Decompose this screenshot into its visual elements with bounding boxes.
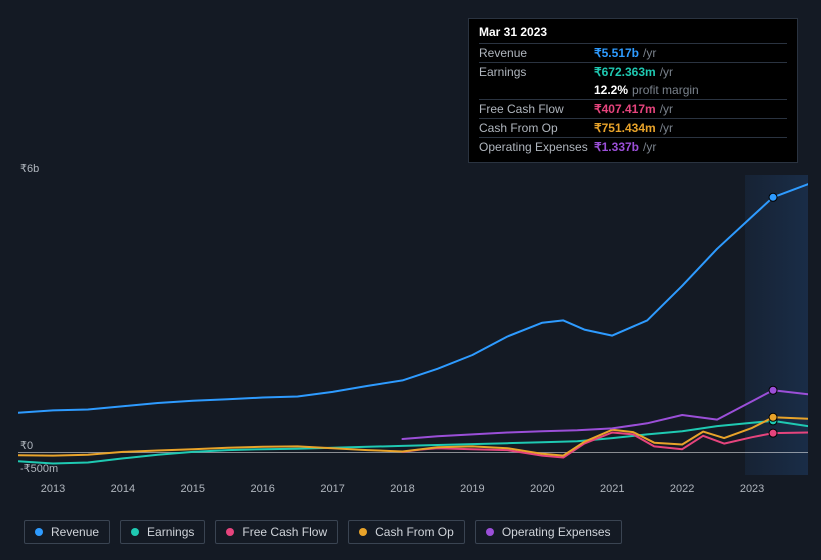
series-marker[interactable] xyxy=(769,193,777,201)
legend-item[interactable]: Operating Expenses xyxy=(475,520,622,544)
legend-item[interactable]: Revenue xyxy=(24,520,110,544)
tooltip-value: 12.2%profit margin xyxy=(594,83,699,97)
legend-dot xyxy=(226,528,234,536)
tooltip-label: Free Cash Flow xyxy=(479,102,594,116)
tooltip-label xyxy=(479,83,594,97)
legend-label: Free Cash Flow xyxy=(242,525,327,539)
chart-tooltip: Mar 31 2023 Revenue₹5.517b/yrEarnings₹67… xyxy=(468,18,798,163)
legend-dot xyxy=(35,528,43,536)
tooltip-rows: Revenue₹5.517b/yrEarnings₹672.363m/yr12.… xyxy=(479,43,787,156)
series-line[interactable] xyxy=(18,184,808,413)
x-axis-label: 2013 xyxy=(41,483,65,495)
tooltip-row: Operating Expenses₹1.337b/yr xyxy=(479,137,787,156)
tooltip-value: ₹1.337b/yr xyxy=(594,140,656,154)
legend-label: Cash From Op xyxy=(375,525,454,539)
legend: Revenue Earnings Free Cash Flow Cash From O… xyxy=(24,520,622,544)
tooltip-row: Earnings₹672.363m/yr xyxy=(479,62,787,81)
legend-dot xyxy=(131,528,139,536)
x-axis-label: 2021 xyxy=(600,483,624,495)
legend-label: Operating Expenses xyxy=(502,525,611,539)
tooltip-label: Operating Expenses xyxy=(479,140,594,154)
tooltip-value: ₹751.434m/yr xyxy=(594,121,673,135)
line-chart-svg[interactable] xyxy=(18,175,808,475)
legend-label: Earnings xyxy=(147,525,194,539)
legend-item[interactable]: Earnings xyxy=(120,520,205,544)
legend-dot xyxy=(486,528,494,536)
tooltip-value: ₹672.363m/yr xyxy=(594,65,673,79)
series-marker[interactable] xyxy=(769,429,777,437)
tooltip-row: Cash From Op₹751.434m/yr xyxy=(479,118,787,137)
tooltip-label: Earnings xyxy=(479,65,594,79)
tooltip-row: Revenue₹5.517b/yr xyxy=(479,43,787,62)
series-marker[interactable] xyxy=(769,413,777,421)
legend-label: Revenue xyxy=(51,525,99,539)
x-axis-label: 2019 xyxy=(460,483,484,495)
chart-area: ₹6b ₹0 -₹500m 2013 2014 2015 2016 2017 2018 2019 2… xyxy=(18,155,808,505)
tooltip-date: Mar 31 2023 xyxy=(479,25,787,43)
tooltip-value: ₹407.417m/yr xyxy=(594,102,673,116)
x-axis-label: 2022 xyxy=(670,483,694,495)
legend-item[interactable]: Cash From Op xyxy=(348,520,465,544)
x-axis-label: 2018 xyxy=(390,483,414,495)
x-axis-label: 2017 xyxy=(320,483,344,495)
legend-dot xyxy=(359,528,367,536)
y-axis-label: ₹0 xyxy=(20,439,33,452)
x-axis-label: 2020 xyxy=(530,483,554,495)
tooltip-row: Free Cash Flow₹407.417m/yr xyxy=(479,99,787,118)
series-line[interactable] xyxy=(403,390,809,439)
tooltip-row: 12.2%profit margin xyxy=(479,81,787,99)
legend-item[interactable]: Free Cash Flow xyxy=(215,520,338,544)
series-marker[interactable] xyxy=(769,386,777,394)
tooltip-label: Cash From Op xyxy=(479,121,594,135)
x-axis-label: 2015 xyxy=(181,483,205,495)
x-axis-label: 2014 xyxy=(111,483,135,495)
x-axis-label: 2016 xyxy=(250,483,274,495)
series-line[interactable] xyxy=(18,417,808,455)
y-axis-label: ₹6b xyxy=(20,162,39,175)
series-line[interactable] xyxy=(18,421,808,464)
x-axis-label: 2023 xyxy=(740,483,764,495)
y-axis-label: -₹500m xyxy=(20,462,58,475)
tooltip-value: ₹5.517b/yr xyxy=(594,46,656,60)
tooltip-label: Revenue xyxy=(479,46,594,60)
